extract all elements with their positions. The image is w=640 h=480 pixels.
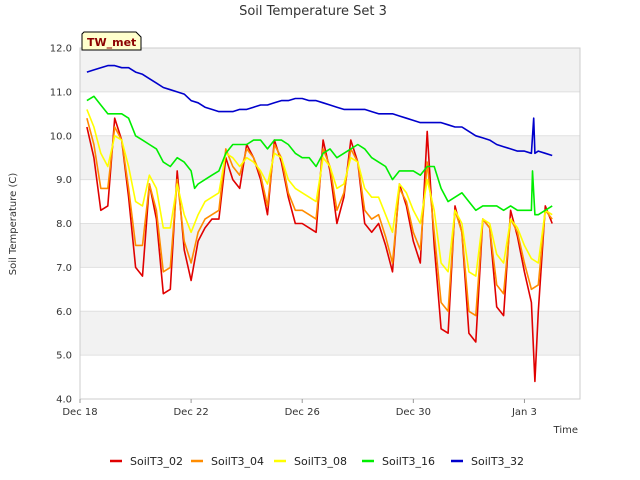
plot-band [80, 91, 580, 136]
plot-band [80, 48, 580, 92]
y-tick-label: 10.0 [50, 131, 72, 142]
legend-label-soilt3_04: SoilT3_04 [211, 455, 264, 468]
series-lines [86, 64, 553, 383]
y-tick-label: 4.0 [56, 395, 72, 406]
x-tick-label: Dec 22 [173, 407, 208, 418]
series-line-soilt3_08 [86, 109, 553, 277]
plot-band [80, 311, 580, 356]
y-axis-ticks: 4.0 5.0 6.0 7.0 8.0 9.0 10.0 11.0 12.0 [50, 44, 72, 406]
legend-label-soilt3_02: SoilT3_02 [130, 455, 183, 468]
x-tick-label: Dec 18 [62, 407, 97, 418]
legend-label-soilt3_32: SoilT3_32 [471, 455, 524, 468]
x-tick-label: Jan 3 [511, 407, 537, 418]
y-tick-label: 5.0 [56, 351, 72, 362]
x-axis-label: Time [553, 425, 578, 436]
series-line-soilt3_32 [86, 64, 553, 157]
plot-band [80, 355, 580, 399]
badge-box [81, 31, 142, 51]
y-tick-label: 12.0 [50, 44, 72, 55]
x-tick-label: Dec 30 [396, 407, 431, 418]
legend-label-soilt3_16: SoilT3_16 [382, 455, 435, 468]
x-axis-ticks: Dec 18 Dec 22 Dec 26 Dec 30 Jan 3 [62, 399, 537, 418]
series-line-soilt3_16 [86, 95, 553, 216]
y-tick-label: 7.0 [56, 263, 72, 274]
badge-label: TW_met [87, 36, 136, 49]
legend-label-soilt3_08: SoilT3_08 [294, 455, 347, 468]
legend: SoilT3_02 SoilT3_04 SoilT3_08 SoilT3_16 Soil… [110, 455, 524, 468]
plot-background-bands [80, 48, 580, 400]
y-tick-label: 6.0 [56, 307, 72, 318]
chart-title: Soil Temperature Set 3 [239, 4, 387, 19]
plot-band [80, 223, 580, 268]
y-tick-label: 8.0 [56, 219, 72, 230]
station-badge: TW_met [81, 31, 142, 51]
y-axis-label: Soil Temperature (C) [8, 173, 19, 276]
y-tick-label: 9.0 [56, 175, 72, 186]
plot-frame [79, 47, 581, 400]
y-tick-label: 11.0 [50, 87, 72, 98]
plot-band [80, 179, 580, 224]
x-tick-label: Dec 26 [285, 407, 320, 418]
